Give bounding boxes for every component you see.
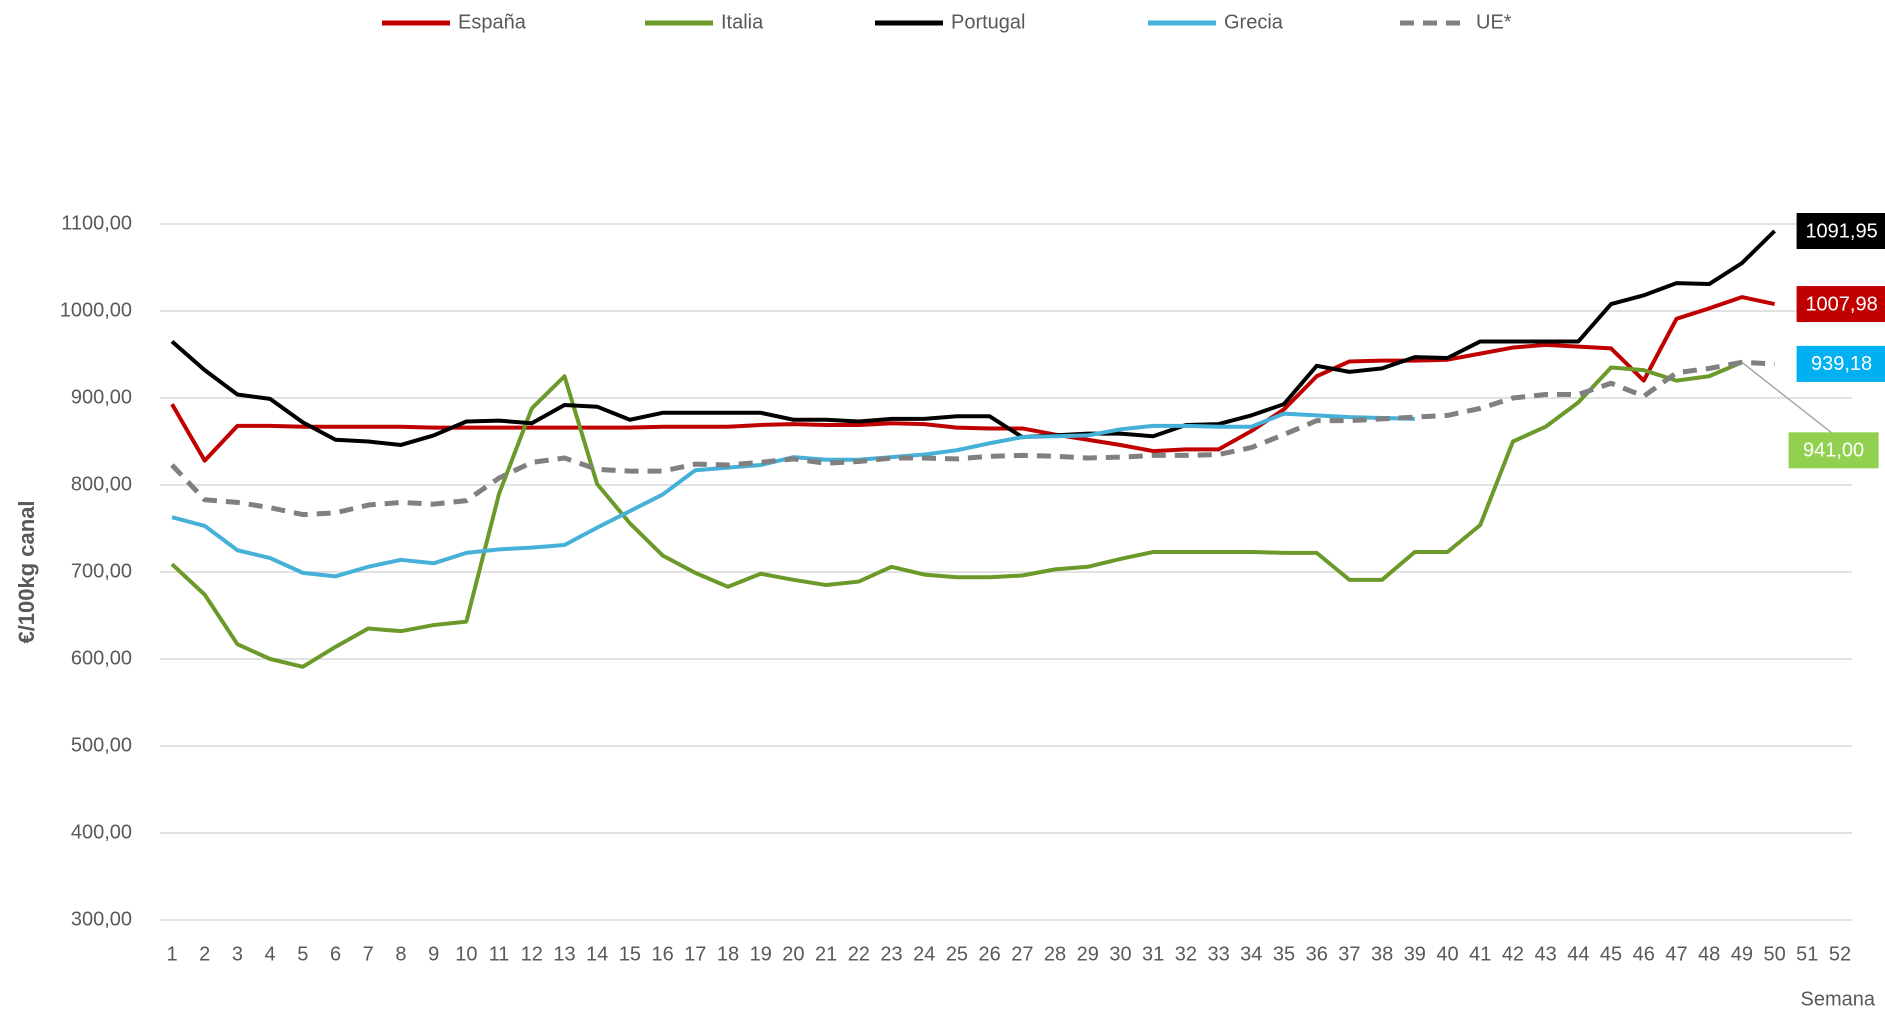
x-tick-label: 10 xyxy=(455,943,477,965)
x-tick-label: 29 xyxy=(1077,943,1099,965)
x-tick-label: 21 xyxy=(815,943,837,965)
data-label: 941,00 xyxy=(1803,440,1864,462)
label-box xyxy=(1788,432,1879,469)
x-tick-label: 48 xyxy=(1698,943,1720,965)
data-label: 939,18 xyxy=(1811,353,1872,375)
legend-label: UE* xyxy=(1476,11,1512,33)
y-tick-label: 400,00 xyxy=(71,821,132,843)
x-tick-label: 1 xyxy=(166,943,177,965)
x-tick-label: 25 xyxy=(946,943,968,965)
x-tick-label: 20 xyxy=(782,943,804,965)
x-tick-label: 37 xyxy=(1338,943,1360,965)
x-tick-label: 4 xyxy=(265,943,276,965)
x-tick-label: 16 xyxy=(651,943,673,965)
y-tick-label: 700,00 xyxy=(71,560,132,582)
x-tick-label: 13 xyxy=(553,943,575,965)
x-tick-label: 22 xyxy=(848,943,870,965)
x-tick-label: 12 xyxy=(521,943,543,965)
series-line xyxy=(170,229,1776,447)
x-tick-label: 8 xyxy=(395,943,406,965)
legend-label: Portugal xyxy=(951,11,1026,33)
x-tick-label: 18 xyxy=(717,943,739,965)
x-tick-label: 50 xyxy=(1763,943,1785,965)
x-tick-label: 15 xyxy=(619,943,641,965)
x-tick-label: 28 xyxy=(1044,943,1066,965)
data-label: 1007,98 xyxy=(1805,293,1877,315)
x-tick-label: 26 xyxy=(979,943,1001,965)
x-tick-label: 46 xyxy=(1633,943,1655,965)
y-tick-label: 1100,00 xyxy=(61,212,132,234)
x-tick-label: 47 xyxy=(1665,943,1687,965)
x-tick-label: 35 xyxy=(1273,943,1295,965)
y-tick-label: 800,00 xyxy=(71,473,132,495)
x-tick-label: 33 xyxy=(1207,943,1229,965)
label-box xyxy=(1796,213,1885,250)
x-tick-label: 24 xyxy=(913,943,935,965)
x-tick-label: 30 xyxy=(1109,943,1131,965)
x-tick-label: 11 xyxy=(489,943,510,965)
x-tick-label: 44 xyxy=(1567,943,1589,965)
legend-label: España xyxy=(458,11,527,33)
x-tick-label: 9 xyxy=(428,943,439,965)
label-box xyxy=(1796,286,1885,323)
x-tick-label: 5 xyxy=(297,943,308,965)
legend-label: Italia xyxy=(721,11,764,33)
x-tick-label: 36 xyxy=(1306,943,1328,965)
x-tick-label: 17 xyxy=(684,943,706,965)
x-tick-label: 39 xyxy=(1404,943,1426,965)
series-line xyxy=(170,295,1776,463)
x-tick-label: 32 xyxy=(1175,943,1197,965)
y-axis-title: €/100kg canal xyxy=(14,500,39,643)
x-tick-label: 38 xyxy=(1371,943,1393,965)
x-tick-label: 40 xyxy=(1436,943,1458,965)
x-tick-label: 42 xyxy=(1502,943,1524,965)
y-tick-label: 300,00 xyxy=(71,908,132,930)
x-tick-label: 43 xyxy=(1535,943,1557,965)
x-axis-title: Semana xyxy=(1801,988,1876,1010)
x-tick-label: 41 xyxy=(1469,943,1491,965)
legend-label: Grecia xyxy=(1224,11,1284,33)
x-tick-label: 14 xyxy=(586,943,608,965)
x-tick-label: 31 xyxy=(1142,943,1164,965)
y-tick-label: 900,00 xyxy=(71,386,132,408)
leader-line xyxy=(1741,361,1835,435)
x-tick-label: 3 xyxy=(232,943,243,965)
x-tick-label: 27 xyxy=(1011,943,1033,965)
x-tick-label: 19 xyxy=(750,943,772,965)
series-line xyxy=(170,360,1743,669)
x-tick-label: 49 xyxy=(1731,943,1753,965)
y-tick-label: 1000,00 xyxy=(60,299,132,321)
x-tick-label: 34 xyxy=(1240,943,1262,965)
y-tick-label: 500,00 xyxy=(71,734,132,756)
series-line xyxy=(170,359,1775,518)
x-tick-label: 2 xyxy=(199,943,210,965)
y-tick-label: 600,00 xyxy=(71,647,132,669)
x-tick-label: 51 xyxy=(1796,943,1818,965)
x-tick-label: 7 xyxy=(363,943,374,965)
data-label: 1091,95 xyxy=(1805,220,1877,242)
x-tick-label: 6 xyxy=(330,943,341,965)
x-tick-label: 52 xyxy=(1829,943,1851,965)
x-tick-label: 23 xyxy=(880,943,902,965)
label-box xyxy=(1796,345,1885,382)
x-tick-label: 45 xyxy=(1600,943,1622,965)
